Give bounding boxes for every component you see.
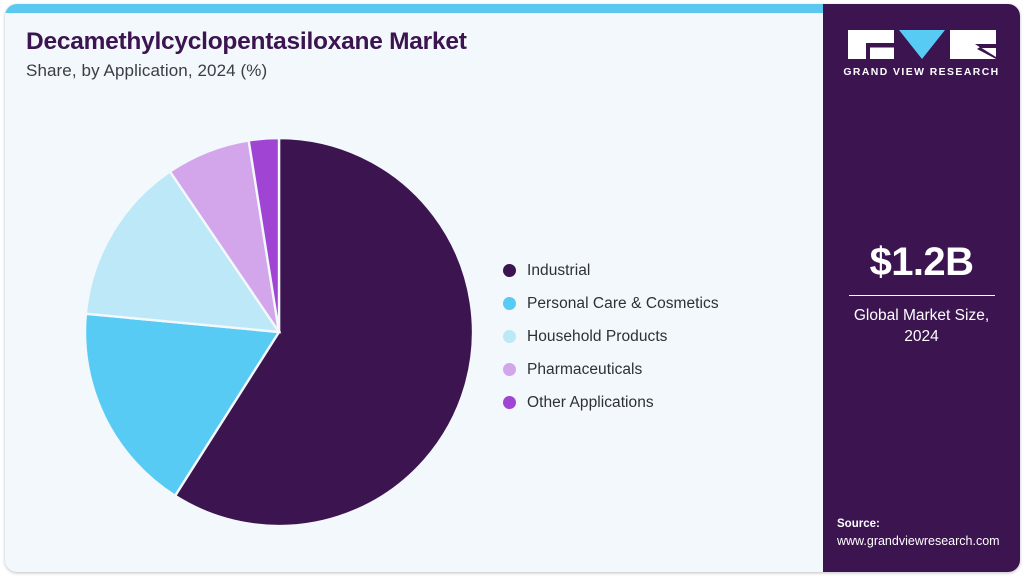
legend-item[interactable]: Household Products — [503, 320, 803, 353]
pie-slice[interactable] — [173, 137, 474, 527]
chart-subtitle: Share, by Application, 2024 (%) — [26, 61, 268, 81]
legend-swatch-icon — [503, 396, 516, 409]
legend-swatch-icon — [503, 363, 516, 376]
legend-item[interactable]: Personal Care & Cosmetics — [503, 287, 803, 320]
legend-label: Household Products — [527, 327, 668, 345]
pie-chart-svg — [84, 137, 474, 527]
legend-item[interactable]: Other Applications — [503, 386, 803, 419]
legend-label: Other Applications — [527, 393, 654, 411]
r-mark-icon — [949, 30, 996, 59]
market-size-block: $1.2B Global Market Size, 2024 — [823, 242, 1020, 348]
legend-label: Industrial — [527, 261, 591, 279]
plot-area: Industrial Personal Care & Cosmetics House… — [5, 104, 823, 572]
brand-logo: GRAND VIEW RESEARCH — [823, 30, 1020, 78]
pie-slice-group — [84, 137, 474, 527]
v-triangle-icon — [898, 30, 945, 59]
logo-marks — [823, 30, 1020, 60]
legend-label: Personal Care & Cosmetics — [527, 294, 719, 312]
g-mark-icon — [847, 30, 894, 59]
legend-swatch-icon — [503, 264, 516, 277]
chart-card: Decamethylcyclopentasiloxane Market Shar… — [5, 4, 1020, 572]
market-size-caption: Global Market Size, 2024 — [853, 307, 990, 345]
source-label: Source: — [837, 517, 880, 530]
legend-swatch-icon — [503, 297, 516, 310]
pie-slice[interactable] — [84, 312, 282, 498]
divider — [848, 295, 995, 296]
legend-swatch-icon — [503, 330, 516, 343]
page-title: Decamethylcyclopentasiloxane Market — [26, 28, 467, 55]
chart-header: Decamethylcyclopentasiloxane Market Shar… — [26, 28, 726, 81]
legend-label: Pharmaceuticals — [527, 360, 643, 378]
legend-item[interactable]: Industrial — [503, 254, 803, 287]
side-panel: GRAND VIEW RESEARCH $1.2B Global Market … — [823, 4, 1020, 572]
pie-slice[interactable] — [84, 169, 282, 334]
source-block: Source: www.grandviewresearch.com — [837, 516, 1012, 550]
pie-chart — [84, 137, 474, 527]
logo-wordmark: GRAND VIEW RESEARCH — [843, 67, 1000, 78]
source-url[interactable]: www.grandviewresearch.com — [837, 534, 1000, 549]
market-size-value: $1.2B — [869, 240, 974, 284]
legend-item[interactable]: Pharmaceuticals — [503, 353, 803, 386]
pie-slice[interactable] — [247, 137, 281, 333]
chart-legend: Industrial Personal Care & Cosmetics House… — [503, 254, 803, 419]
top-accent-bar — [5, 4, 823, 13]
